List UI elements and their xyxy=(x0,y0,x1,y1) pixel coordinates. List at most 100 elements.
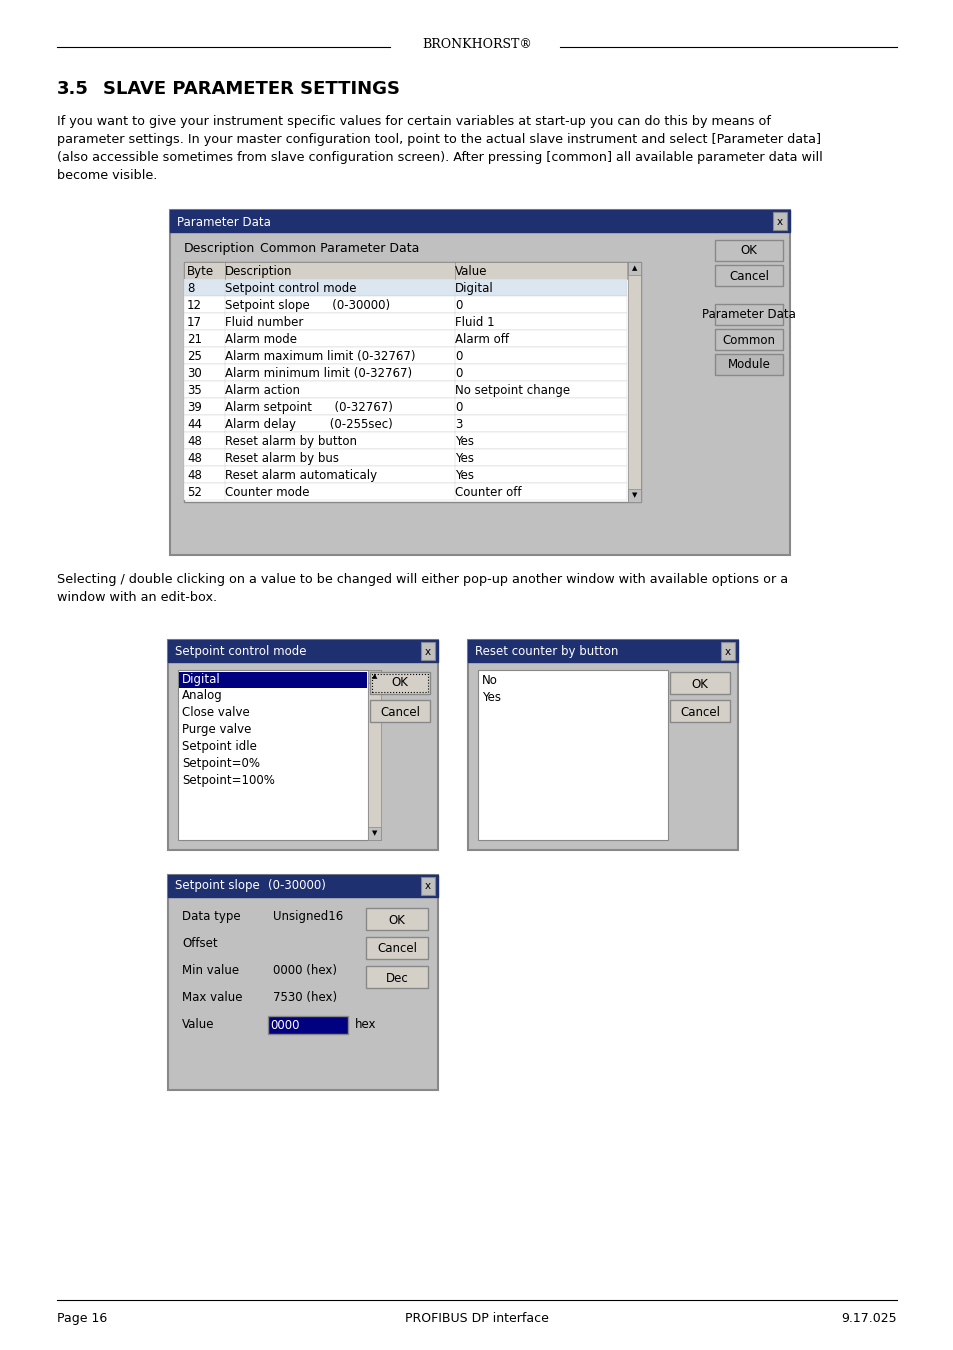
Bar xyxy=(468,640,738,850)
Text: Alarm off: Alarm off xyxy=(455,333,509,346)
Bar xyxy=(168,875,437,1089)
Text: ▼: ▼ xyxy=(631,493,637,498)
Text: Dec: Dec xyxy=(385,972,408,984)
Bar xyxy=(370,701,430,722)
Text: Fluid number: Fluid number xyxy=(225,316,303,329)
Text: ▲: ▲ xyxy=(631,266,637,271)
Bar xyxy=(184,279,626,296)
Bar xyxy=(184,381,626,398)
Text: become visible.: become visible. xyxy=(57,169,157,182)
Text: Common Parameter Data: Common Parameter Data xyxy=(260,242,419,255)
Bar xyxy=(184,398,626,414)
Bar xyxy=(366,967,428,988)
Text: 0: 0 xyxy=(455,401,462,414)
Text: Setpoint control mode: Setpoint control mode xyxy=(225,282,356,296)
Text: Alarm action: Alarm action xyxy=(225,383,299,397)
Text: No: No xyxy=(481,674,497,687)
Text: ▲: ▲ xyxy=(372,674,376,679)
Text: Selecting / double clicking on a value to be changed will either pop-up another : Selecting / double clicking on a value t… xyxy=(57,572,787,586)
Text: Reset alarm automaticaly: Reset alarm automaticaly xyxy=(225,468,376,482)
Text: Reset alarm by button: Reset alarm by button xyxy=(225,435,356,448)
Bar xyxy=(184,483,626,499)
Text: Reset alarm by bus: Reset alarm by bus xyxy=(225,452,338,464)
Bar xyxy=(368,670,380,683)
Bar xyxy=(714,240,782,261)
Bar xyxy=(170,211,789,555)
Text: 21: 21 xyxy=(187,333,202,346)
Bar xyxy=(184,313,626,329)
Text: Parameter Data: Parameter Data xyxy=(701,309,795,321)
Text: Setpoint=0%: Setpoint=0% xyxy=(182,757,260,769)
Text: x: x xyxy=(424,882,431,891)
Bar xyxy=(714,329,782,350)
Text: BRONKHORST®: BRONKHORST® xyxy=(421,38,532,51)
Text: Byte: Byte xyxy=(187,265,213,278)
Text: Fluid 1: Fluid 1 xyxy=(455,316,494,329)
Text: Counter mode: Counter mode xyxy=(225,486,309,500)
Text: Alarm mode: Alarm mode xyxy=(225,333,296,346)
Bar xyxy=(184,347,626,364)
Bar xyxy=(168,640,437,662)
Text: (also accessible sometimes from slave configuration screen). After pressing [com: (also accessible sometimes from slave co… xyxy=(57,151,821,163)
Bar xyxy=(420,878,435,895)
Text: Module: Module xyxy=(727,359,770,371)
Text: SLAVE PARAMETER SETTINGS: SLAVE PARAMETER SETTINGS xyxy=(103,80,399,99)
Text: parameter settings. In your master configuration tool, point to the actual slave: parameter settings. In your master confi… xyxy=(57,134,821,146)
Text: Alarm maximum limit (0-32767): Alarm maximum limit (0-32767) xyxy=(225,350,416,363)
Bar xyxy=(184,450,626,466)
Text: Value: Value xyxy=(455,265,487,278)
Text: Min value: Min value xyxy=(182,964,239,977)
Text: Setpoint control mode: Setpoint control mode xyxy=(174,645,306,659)
Bar xyxy=(366,937,428,958)
Text: 3.5: 3.5 xyxy=(57,80,89,99)
Bar xyxy=(184,364,626,381)
Bar xyxy=(368,670,380,840)
Text: Unsigned16: Unsigned16 xyxy=(273,910,343,923)
Bar xyxy=(720,643,734,660)
Text: 9.17.025: 9.17.025 xyxy=(841,1312,896,1324)
Text: 0: 0 xyxy=(455,367,462,379)
Bar xyxy=(184,466,626,483)
Bar xyxy=(184,262,640,502)
Bar xyxy=(627,489,640,502)
Text: Setpoint idle: Setpoint idle xyxy=(182,740,256,753)
Text: Alarm minimum limit (0-32767): Alarm minimum limit (0-32767) xyxy=(225,367,412,379)
Bar xyxy=(772,212,786,230)
Bar xyxy=(368,828,380,840)
Bar xyxy=(168,640,437,850)
Bar xyxy=(184,329,626,347)
Text: 48: 48 xyxy=(187,468,202,482)
Bar xyxy=(669,672,729,694)
Text: window with an edit-box.: window with an edit-box. xyxy=(57,591,217,603)
Text: x: x xyxy=(776,217,782,227)
Text: 48: 48 xyxy=(187,452,202,464)
Text: Max value: Max value xyxy=(182,991,242,1004)
Text: (0-30000): (0-30000) xyxy=(268,879,326,892)
Text: x: x xyxy=(724,647,730,657)
Bar xyxy=(420,643,435,660)
Bar xyxy=(714,354,782,375)
Bar xyxy=(184,414,626,432)
Text: 35: 35 xyxy=(187,383,201,397)
Text: Description: Description xyxy=(184,242,255,255)
Text: Counter off: Counter off xyxy=(455,486,521,500)
Text: x: x xyxy=(424,647,431,657)
Bar xyxy=(370,672,430,694)
Text: Yes: Yes xyxy=(481,691,500,703)
Text: Close valve: Close valve xyxy=(182,706,250,720)
Text: 52: 52 xyxy=(187,486,202,500)
Text: Setpoint slope: Setpoint slope xyxy=(174,879,259,892)
Text: 17: 17 xyxy=(187,316,202,329)
Text: 39: 39 xyxy=(187,401,202,414)
Text: Description: Description xyxy=(225,265,293,278)
Text: Cancel: Cancel xyxy=(679,706,720,718)
Text: Parameter Data: Parameter Data xyxy=(177,216,271,228)
Text: 0000 (hex): 0000 (hex) xyxy=(273,964,336,977)
Text: 0: 0 xyxy=(455,350,462,363)
Text: 25: 25 xyxy=(187,350,202,363)
Text: Cancel: Cancel xyxy=(728,270,768,282)
Text: Digital: Digital xyxy=(455,282,494,296)
Bar xyxy=(627,262,640,502)
Text: Alarm setpoint      (0-32767): Alarm setpoint (0-32767) xyxy=(225,401,393,414)
Bar xyxy=(468,640,738,662)
